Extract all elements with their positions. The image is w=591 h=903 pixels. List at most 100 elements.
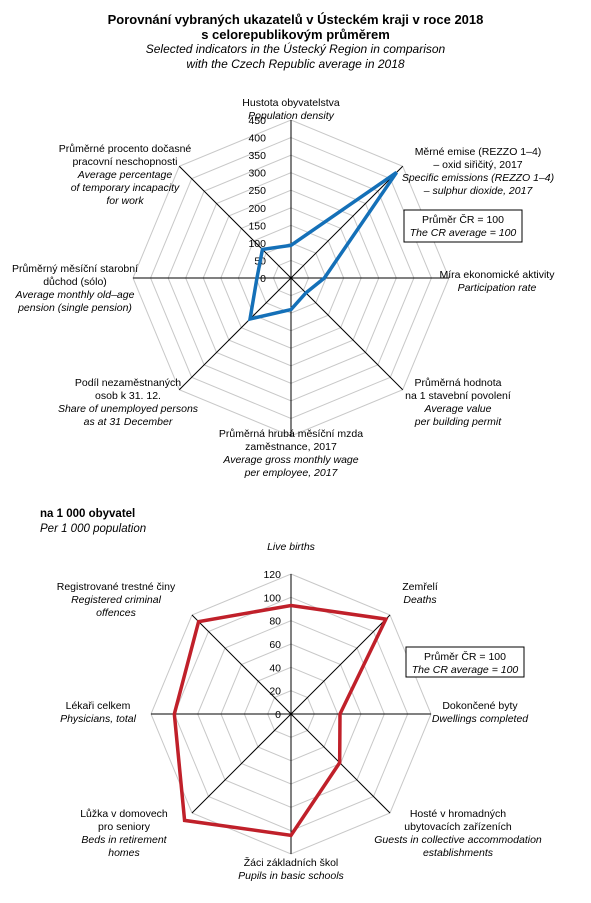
- axis-label-cz: Měrné emise (REZZO 1–4): [415, 146, 542, 158]
- data-point: [290, 834, 292, 836]
- tick-label: 200: [248, 203, 266, 215]
- axis-label-cz: Průměrná hrubá měsíční mzda: [219, 428, 363, 440]
- title-en-line-1: Selected indicators in the Ústecký Regio…: [145, 42, 446, 56]
- axis-label-en: establishments: [423, 847, 494, 859]
- axis-label-cz: Hosté v hromadných: [410, 808, 506, 820]
- axis-label-en: Participation rate: [458, 282, 537, 294]
- axis-label-cz: osob k 31. 12.: [95, 390, 161, 402]
- axis-spoke: [290, 165, 404, 279]
- data-point: [339, 713, 341, 715]
- title-cz-line-1: Porovnání vybraných ukazatelů v Ústeckém…: [107, 12, 484, 27]
- tick-label: 40: [269, 662, 281, 674]
- tick-label: 60: [269, 639, 281, 651]
- axis-label-en: Registered criminal: [71, 594, 162, 606]
- axis-label-en: Average monthly old–age: [15, 289, 135, 301]
- axis-label-cz: pro seniory: [98, 821, 151, 833]
- axis-label-en: Average percentage: [77, 169, 173, 181]
- axis-label-cz: – oxid siřičitý, 2017: [433, 159, 522, 171]
- axis-label-cz: Hustota obyvatelstva: [242, 97, 340, 109]
- data-point: [323, 277, 325, 279]
- axis-labels: Živě narozeníLive birthsZemřelíDeathsDok…: [57, 541, 542, 882]
- axis-label-cz: Zemřelí: [402, 581, 438, 593]
- axis-spoke: [290, 614, 391, 715]
- axis-label-cz: Lůžka v domovech: [80, 808, 168, 820]
- axis-label-cz: Registrované trestné činy: [57, 581, 176, 593]
- axis-spoke: [178, 277, 292, 391]
- data-point: [173, 713, 175, 715]
- tick-label: 0: [260, 273, 266, 285]
- chart2-subtitle-cz: na 1 000 obyvatel: [40, 508, 136, 520]
- axis-spoke: [178, 165, 292, 279]
- tick-label: 120: [263, 569, 281, 581]
- data-point: [249, 318, 251, 320]
- tick-label: 20: [269, 686, 281, 698]
- radar-grid: [150, 573, 432, 855]
- tick-label: 150: [248, 220, 266, 232]
- axis-label-en: – sulphur dioxide, 2017: [423, 185, 534, 197]
- axis-label-en: Physicians, total: [60, 713, 137, 725]
- radar-grid: [132, 119, 450, 437]
- chart2-subtitle-en: Per 1 000 population: [40, 523, 147, 535]
- data-point: [290, 309, 292, 311]
- axis-label-cz: Dokončené byty: [442, 700, 518, 712]
- axis-label-en: as at 31 December: [84, 416, 173, 428]
- axis-label-cz: Míra ekonomické aktivity: [440, 269, 556, 281]
- tick-label: 100: [263, 592, 281, 604]
- radar-chart-per-1000: 0 20 40 60 80 100 120Živě narozeníLive birthsZ…: [57, 541, 542, 882]
- data-point: [305, 292, 307, 294]
- axis-spoke: [191, 713, 292, 814]
- axis-label-cz: Průměrná hodnota: [415, 377, 502, 389]
- axis-label-en: Share of unemployed persons: [58, 403, 199, 415]
- data-point: [339, 762, 341, 764]
- axis-label-cz: pracovní neschopnosti: [72, 156, 177, 168]
- axis-label-en: per employee, 2017: [244, 467, 339, 479]
- axis-label-cz: důchod (sólo): [43, 276, 107, 288]
- cr-average-box-border: [405, 646, 525, 678]
- cr-average-en: The CR average = 100: [412, 664, 519, 676]
- tick-labels: 0 20 40 60 80 100 120: [263, 569, 281, 721]
- tick-label: 450: [248, 115, 266, 127]
- cr-average-cz: Průměr ČR = 100: [424, 650, 506, 663]
- axis-label-en: Beds in retirement: [81, 834, 167, 846]
- axis-label-cz: Žáci základních škol: [244, 856, 339, 869]
- data-point: [396, 171, 398, 173]
- tick-label: 0: [275, 709, 281, 721]
- axis-label-cz: Podíl nezaměstnaných: [75, 377, 181, 389]
- title-cz-line-2: s celorepublikovým průměrem: [201, 27, 390, 42]
- chart-title: Porovnání vybraných ukazatelů v Ústeckém…: [0, 12, 591, 72]
- data-point: [261, 248, 263, 250]
- tick-label: 300: [248, 168, 266, 180]
- cr-average-box-border: [403, 209, 523, 243]
- axis-label-en: Average value: [424, 403, 492, 415]
- axis-label-cz: ubytovacích zařízeních: [404, 821, 512, 833]
- axis-label-cz: Průměrné procento dočasné: [59, 143, 192, 155]
- axis-label-en: Guests in collective accommodation: [374, 834, 542, 846]
- axis-label-en: Specific emissions (REZZO 1–4): [402, 172, 554, 184]
- axis-label-en: for work: [106, 195, 144, 207]
- tick-label: 400: [248, 133, 266, 145]
- data-point: [385, 618, 387, 620]
- axis-label-en: homes: [108, 847, 140, 859]
- axis-label-en: Dwellings completed: [432, 713, 529, 725]
- data-point: [290, 244, 292, 246]
- axis-label-cz: Průměrný měsíční starobní: [12, 263, 138, 275]
- axis-label-en: Pupils in basic schools: [238, 870, 344, 882]
- axis-label-cz: na 1 stavební povolení: [405, 390, 511, 402]
- tick-label: 80: [269, 616, 281, 628]
- axis-label-en: Live births: [267, 541, 316, 553]
- axis-label-en: of temporary incapacity: [71, 182, 180, 194]
- axis-label-en: per building permit: [414, 416, 502, 428]
- axis-label-en: Population density: [248, 110, 335, 122]
- tick-label: 250: [248, 185, 266, 197]
- axis-spoke: [290, 277, 404, 391]
- data-point: [198, 621, 200, 623]
- axis-label-cz: zaměstnance, 2017: [245, 441, 337, 453]
- cr-average-cz: Průměr ČR = 100: [422, 213, 504, 226]
- tick-label: 350: [248, 150, 266, 162]
- cr-average-en: The CR average = 100: [410, 227, 517, 239]
- axis-label-en: pension (single pension): [17, 302, 132, 314]
